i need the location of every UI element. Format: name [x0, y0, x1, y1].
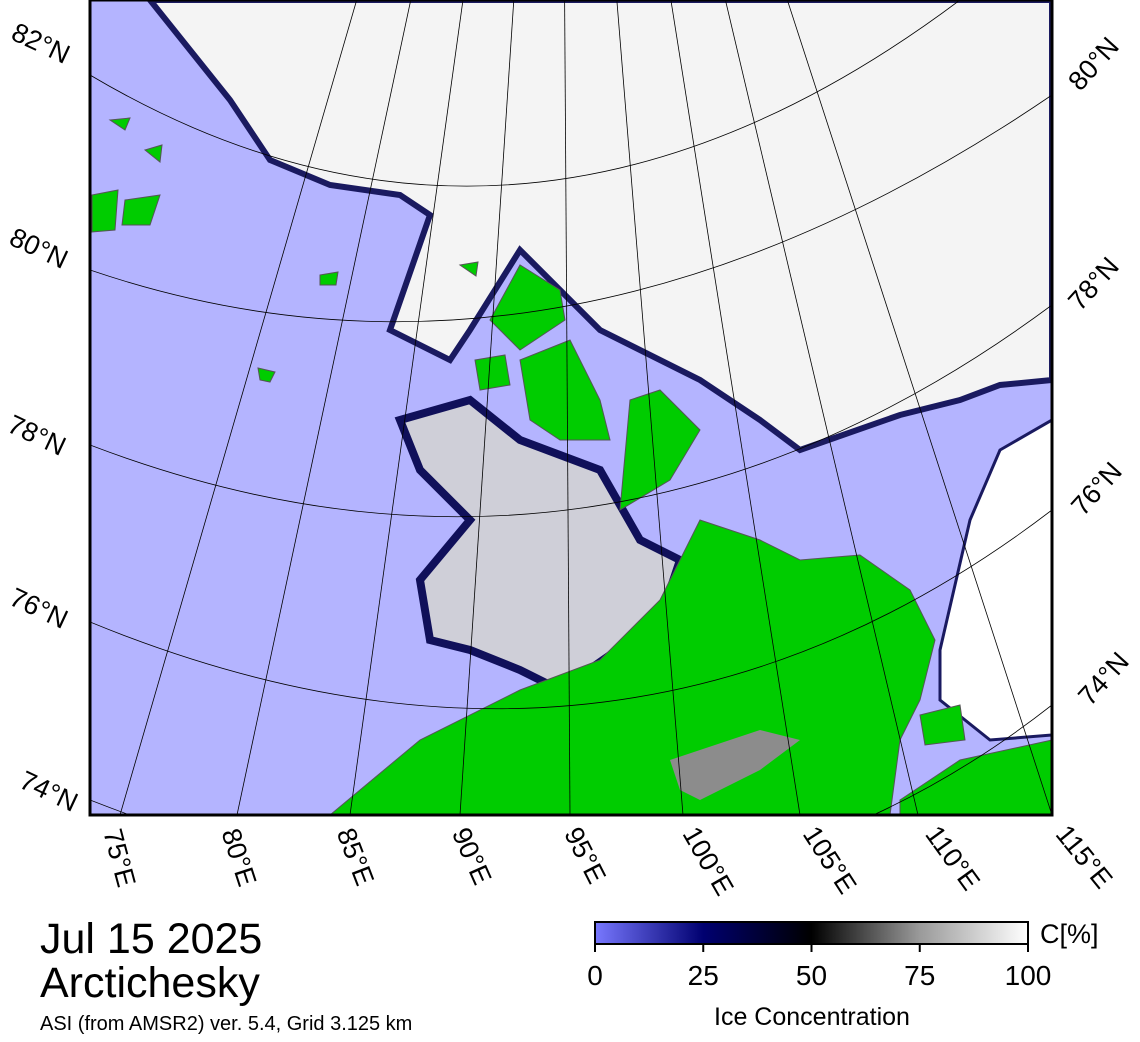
map-frame	[88, 0, 1054, 817]
land-patch	[670, 730, 800, 800]
lat-label: 74°N	[1072, 646, 1135, 711]
lat-label: 82°N	[7, 17, 74, 70]
lon-label: 80°E	[216, 825, 263, 890]
lon-label: 115°E	[1050, 819, 1119, 894]
colorbar-tick-label: 25	[688, 960, 719, 991]
lon-label: 105°E	[797, 821, 862, 899]
island	[489, 264, 566, 351]
lat-label: 78°N	[3, 409, 70, 462]
colorbar: C[%] Ice Concentration 0 25 50 75 100	[587, 919, 1098, 1031]
island	[257, 261, 479, 383]
lon-label: 110°E	[919, 820, 986, 896]
date: Jul 15 2025	[40, 915, 262, 963]
colorbar-tick-label: 0	[587, 960, 603, 991]
lon-label: 90°E	[446, 823, 497, 889]
colorbar-label: Ice Concentration	[714, 1003, 910, 1031]
lat-label: 78°N	[1062, 251, 1125, 316]
lat-label: 74°N	[15, 765, 82, 818]
island	[919, 704, 966, 746]
graticule	[90, 0, 1052, 815]
island	[619, 389, 701, 511]
lat-label: 76°N	[5, 582, 72, 635]
lon-label: 100°E	[677, 822, 740, 901]
island	[91, 117, 163, 233]
lat-label: 76°N	[1065, 456, 1128, 521]
colorbar-ramp	[594, 921, 1029, 945]
lon-label: 85°E	[331, 824, 380, 890]
lat-label: 80°N	[1062, 31, 1125, 96]
colorbar-tick-label: 50	[796, 960, 827, 991]
sea-ice	[938, 418, 1052, 742]
lon-label: 75°E	[97, 826, 141, 891]
lon-label: 95°E	[558, 822, 611, 888]
map	[90, 0, 1052, 815]
source: ASI (from AMSR2) ver. 5.4, Grid 3.125 km	[40, 1013, 412, 1035]
colorbar-tick-label: 75	[904, 960, 935, 991]
lat-label: 80°N	[5, 222, 72, 275]
region: Arctichesky	[40, 959, 260, 1007]
island	[474, 354, 511, 391]
island	[519, 339, 611, 441]
colorbar-unit: C[%]	[1040, 919, 1099, 949]
colorbar-tick-label: 100	[1005, 960, 1052, 991]
land	[899, 739, 1052, 815]
